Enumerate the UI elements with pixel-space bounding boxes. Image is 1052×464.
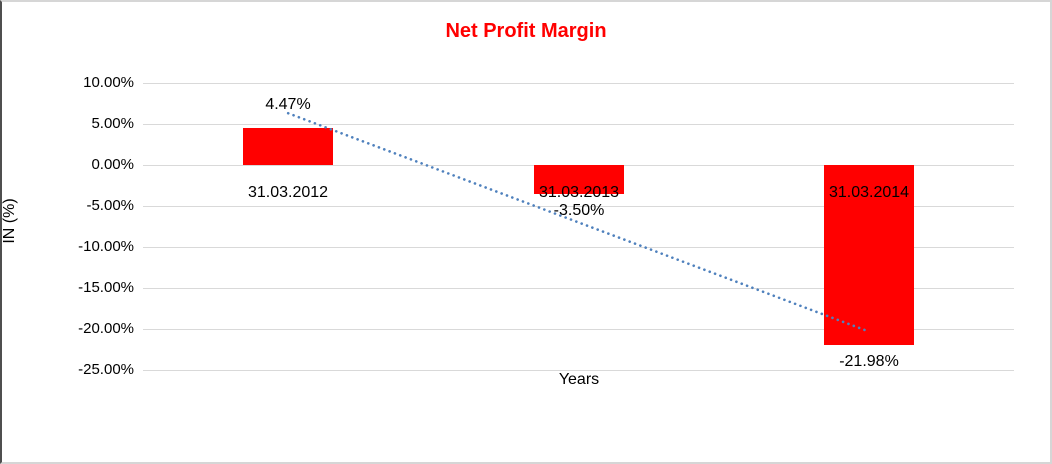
gridline	[143, 83, 1014, 84]
trendline-dotted-line	[286, 111, 871, 333]
y-tick-label: 0.00%	[91, 156, 134, 173]
chart-title: Net Profit Margin	[445, 20, 607, 42]
value-label: -3.50%	[553, 202, 605, 219]
gridline	[143, 370, 1014, 371]
y-tick-label: 5.00%	[91, 115, 134, 132]
y-tick-label: -25.00%	[78, 361, 134, 378]
value-label: -21.98%	[839, 353, 899, 370]
bar-31.03.2012	[243, 128, 333, 165]
y-tick-label: -20.00%	[78, 320, 134, 337]
y-axis-title: IN (%)	[1, 198, 18, 244]
category-label: 31.03.2014	[828, 184, 910, 201]
y-tick-label: 10.00%	[83, 74, 134, 91]
x-axis-title: Years	[558, 371, 600, 388]
category-label: 31.03.2012	[247, 184, 329, 201]
category-label: 31.03.2013	[538, 184, 620, 201]
value-label: 4.47%	[265, 96, 311, 113]
y-tick-label: -5.00%	[86, 197, 134, 214]
y-tick-label: -15.00%	[78, 279, 134, 296]
y-tick-label: -10.00%	[78, 238, 134, 255]
gridline	[143, 124, 1014, 125]
